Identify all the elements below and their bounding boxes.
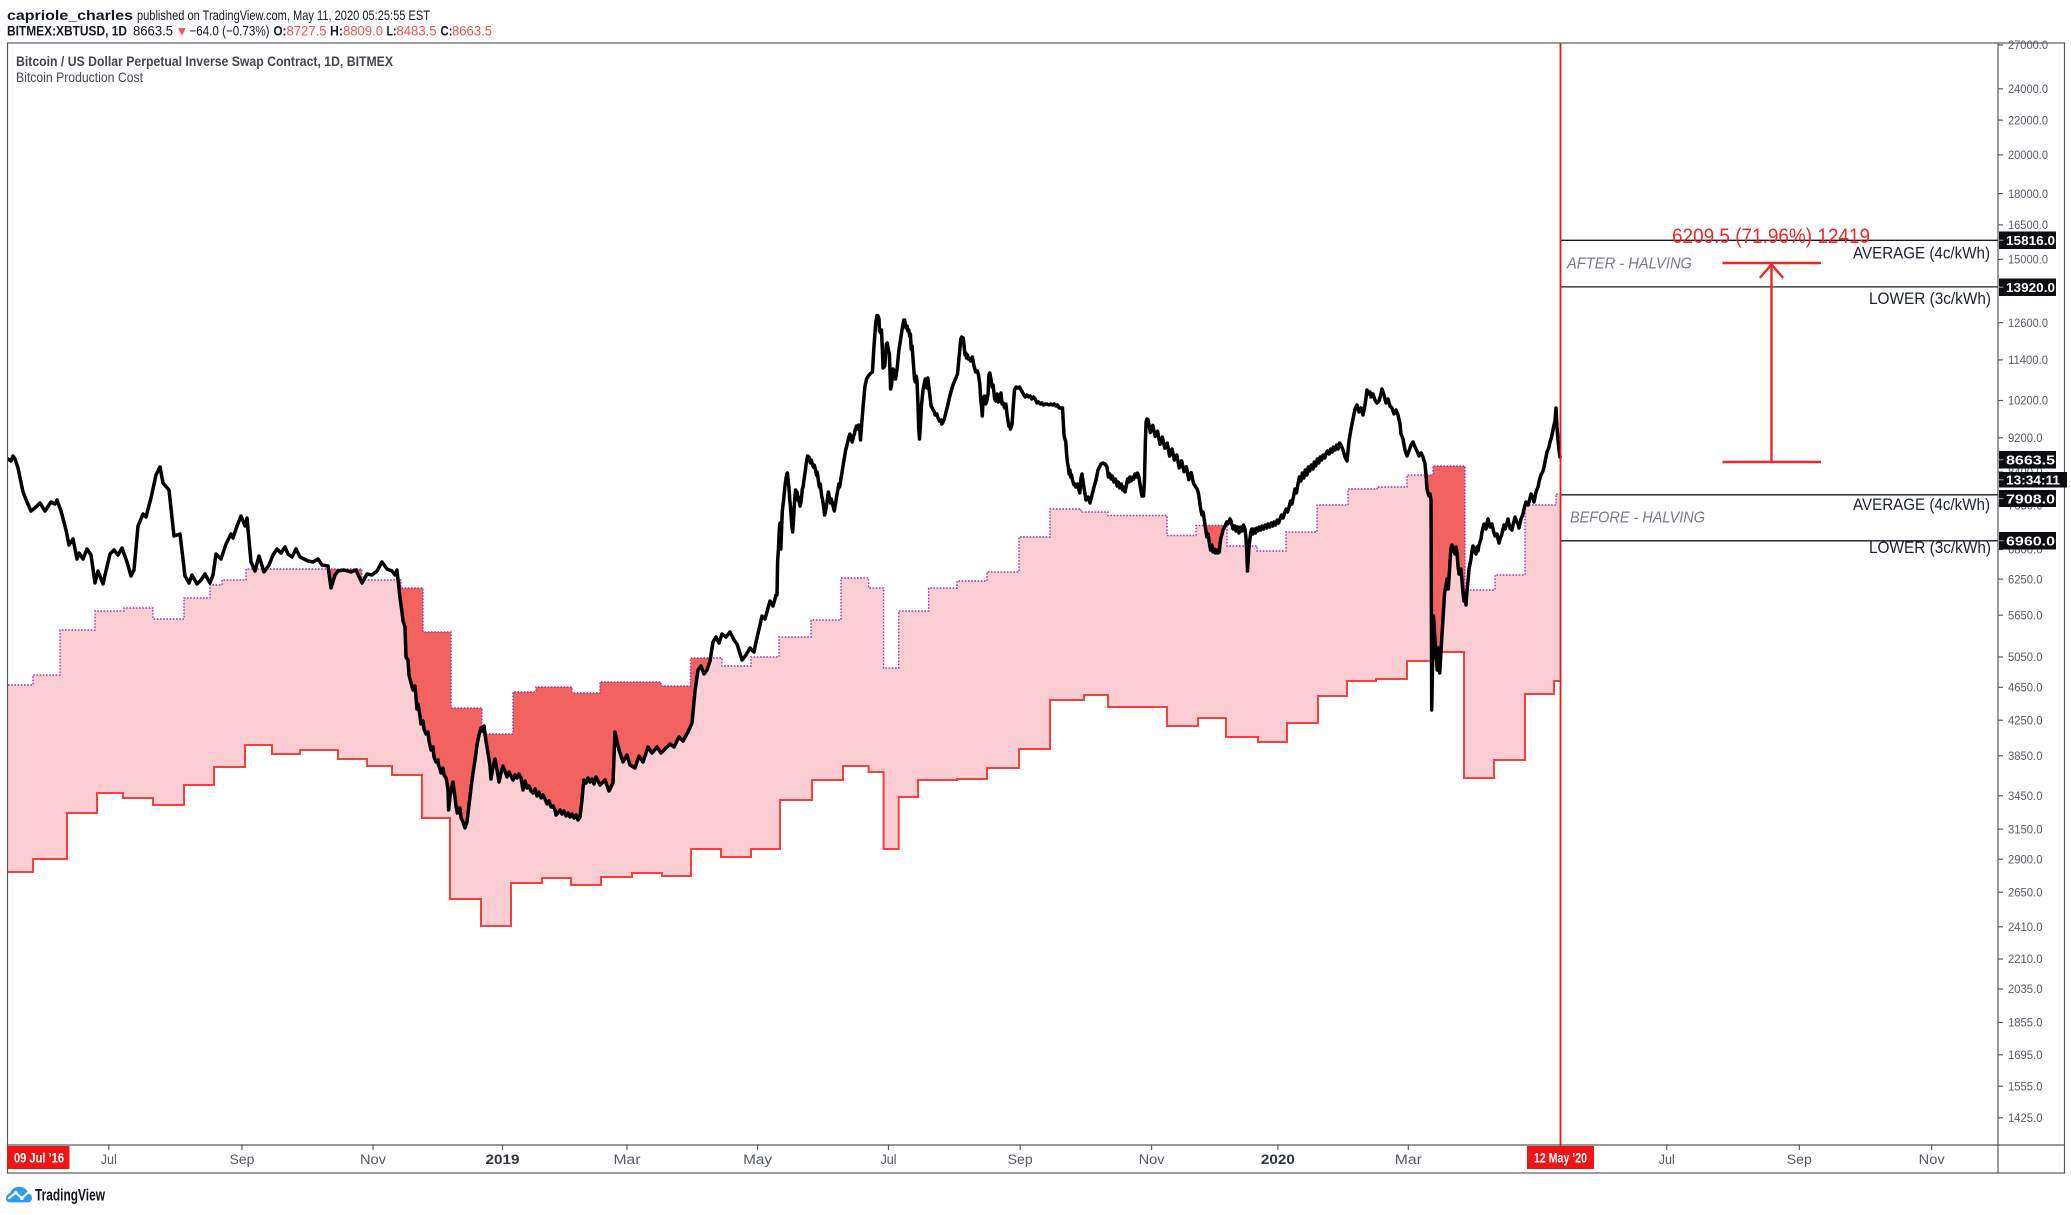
svg-text:9200.0: 9200.0 <box>2008 433 2043 445</box>
svg-text:H:: H: <box>330 23 343 39</box>
svg-text:09 Jul ’16: 09 Jul ’16 <box>14 1151 64 1166</box>
svg-text:6209.5 (71.96%) 12419: 6209.5 (71.96%) 12419 <box>1672 225 1870 248</box>
svg-text:8483.5: 8483.5 <box>397 23 437 39</box>
svg-text:O:: O: <box>274 23 287 39</box>
svg-text:4650.0: 4650.0 <box>2008 683 2043 695</box>
svg-text:2900.0: 2900.0 <box>2008 854 2043 866</box>
svg-text:16500.0: 16500.0 <box>2008 220 2048 232</box>
svg-text:−64.0 (−0.73%): −64.0 (−0.73%) <box>190 23 270 39</box>
svg-text:capriole_charles: capriole_charles <box>7 7 133 23</box>
svg-text:Bitcoin / US Dollar Perpetual: Bitcoin / US Dollar Perpetual Inverse Sw… <box>16 53 394 69</box>
svg-text:Sep: Sep <box>1787 1152 1812 1167</box>
svg-text:2020: 2020 <box>1261 1152 1295 1167</box>
svg-text:AFTER - HALVING: AFTER - HALVING <box>1566 256 1692 273</box>
svg-text:3450.0: 3450.0 <box>2008 791 2043 803</box>
svg-text:13920.0: 13920.0 <box>2006 280 2055 295</box>
svg-text:4250.0: 4250.0 <box>2008 715 2043 727</box>
svg-text:6250.0: 6250.0 <box>2008 574 2043 586</box>
svg-text:8663.5: 8663.5 <box>452 23 492 39</box>
svg-text:BEFORE - HALVING: BEFORE - HALVING <box>1570 510 1705 527</box>
svg-text:8809.0: 8809.0 <box>343 23 383 39</box>
svg-text:15000.0: 15000.0 <box>2008 255 2048 267</box>
svg-text:Nov: Nov <box>360 1152 386 1167</box>
svg-text:AVERAGE (4c/kWh): AVERAGE (4c/kWh) <box>1853 245 1990 263</box>
svg-text:1855.0: 1855.0 <box>2008 1018 2043 1030</box>
svg-text:▼: ▼ <box>176 24 189 39</box>
svg-text:LOWER (3c/kWh): LOWER (3c/kWh) <box>1869 539 1991 557</box>
svg-text:2410.0: 2410.0 <box>2008 922 2043 934</box>
svg-text:Nov: Nov <box>1919 1152 1945 1167</box>
svg-text:Mar: Mar <box>614 1152 642 1167</box>
svg-text:22000.0: 22000.0 <box>2008 115 2048 127</box>
svg-text:C:: C: <box>441 23 453 39</box>
svg-text:2650.0: 2650.0 <box>2008 887 2043 899</box>
svg-text:8727.5: 8727.5 <box>287 23 327 39</box>
svg-text:Sep: Sep <box>230 1152 255 1167</box>
svg-text:3850.0: 3850.0 <box>2008 751 2043 763</box>
svg-text:13:34:11: 13:34:11 <box>2006 473 2060 488</box>
svg-text:3150.0: 3150.0 <box>2008 824 2043 836</box>
svg-text:Mar: Mar <box>1395 1152 1423 1167</box>
svg-text:12 May ’20: 12 May ’20 <box>1534 1151 1587 1166</box>
svg-text:LOWER (3c/kWh): LOWER (3c/kWh) <box>1869 290 1991 308</box>
svg-text:20000.0: 20000.0 <box>2008 150 2048 162</box>
svg-text:BITMEX:XBTUSD, 1D: BITMEX:XBTUSD, 1D <box>7 23 127 39</box>
svg-text:Jul: Jul <box>1659 1152 1675 1167</box>
svg-text:24000.0: 24000.0 <box>2008 84 2048 96</box>
svg-text:11400.0: 11400.0 <box>2008 355 2048 367</box>
svg-text:8663.5: 8663.5 <box>133 23 173 39</box>
svg-text:Jul: Jul <box>101 1152 117 1167</box>
svg-text:Jul: Jul <box>881 1152 897 1167</box>
svg-text:15816.0: 15816.0 <box>2006 233 2055 248</box>
svg-text:1695.0: 1695.0 <box>2008 1050 2043 1062</box>
svg-text:Bitcoin Production Cost: Bitcoin Production Cost <box>16 69 143 85</box>
svg-text:1425.0: 1425.0 <box>2008 1113 2043 1125</box>
svg-text:Sep: Sep <box>1008 1152 1033 1167</box>
svg-text:L:: L: <box>387 23 397 39</box>
svg-text:2019: 2019 <box>486 1152 520 1167</box>
svg-text:8663.5: 8663.5 <box>2006 453 2055 468</box>
svg-text:12600.0: 12600.0 <box>2008 318 2048 330</box>
svg-text:published on TradingView.com,: published on TradingView.com, May 11, 20… <box>137 7 430 23</box>
svg-text:10200.0: 10200.0 <box>2008 396 2048 408</box>
svg-text:27000.0: 27000.0 <box>2008 40 2048 52</box>
svg-text:5650.0: 5650.0 <box>2008 610 2043 622</box>
svg-text:5050.0: 5050.0 <box>2008 652 2043 664</box>
svg-text:2210.0: 2210.0 <box>2008 954 2043 966</box>
svg-text:Nov: Nov <box>1139 1152 1165 1167</box>
svg-text:18000.0: 18000.0 <box>2008 189 2048 201</box>
svg-text:1555.0: 1555.0 <box>2008 1081 2043 1093</box>
svg-text:May: May <box>743 1152 772 1167</box>
svg-text:AVERAGE (4c/kWh): AVERAGE (4c/kWh) <box>1853 496 1990 514</box>
svg-text:7908.0: 7908.0 <box>2006 491 2055 506</box>
svg-text:6960.0: 6960.0 <box>2006 534 2055 549</box>
svg-text:2035.0: 2035.0 <box>2008 984 2043 996</box>
svg-text:TradingView: TradingView <box>35 1187 105 1205</box>
